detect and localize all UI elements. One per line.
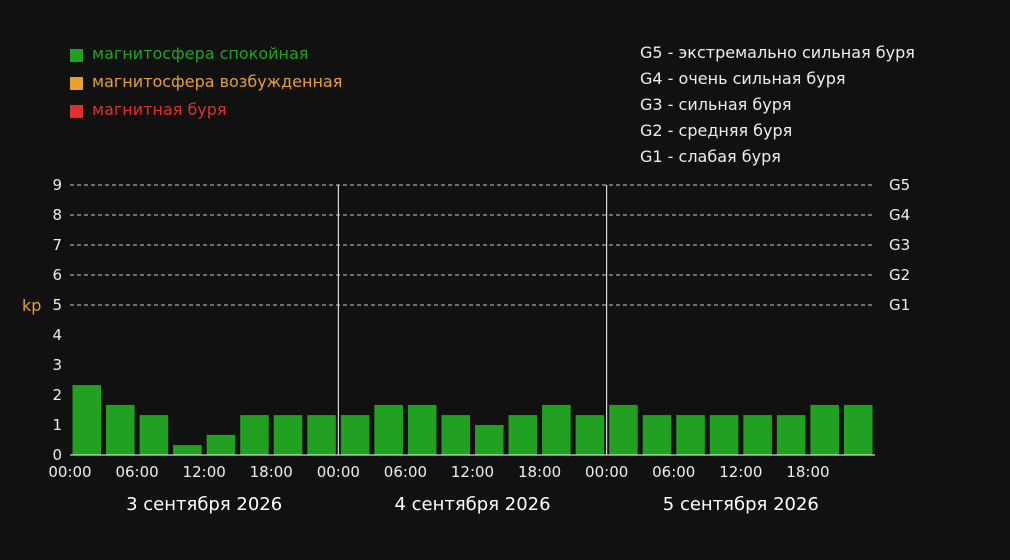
x-tick-label: 18:00 [786,463,829,481]
storm-scale-item: G3 - сильная буря [640,95,791,114]
y-tick-label: 2 [52,386,62,404]
kp-bar [139,415,169,455]
y-tick-label: 8 [52,206,62,224]
kp-bar [173,445,202,455]
kp-bar [407,404,437,455]
x-tick-label: 12:00 [451,463,494,481]
y-axis-label: kp [22,296,41,315]
kp-bar [374,404,403,455]
kp-bar [340,415,370,455]
kp-bar [743,415,772,455]
storm-scale-item: G4 - очень сильная буря [640,69,846,88]
x-tick-label: 00:00 [317,463,360,481]
g-level-label: G5 [889,176,910,194]
kp-bar [72,385,102,455]
legend-swatch [70,77,83,90]
kp-bar [240,415,269,455]
kp-bar [642,415,672,455]
y-tick-label: 6 [52,266,62,284]
y-tick-label: 3 [52,356,62,374]
kp-bar [810,404,839,455]
kp-bar [843,404,873,455]
storm-scale-item: G5 - экстремально сильная буря [640,43,915,62]
kp-bar [475,425,504,455]
legend-label: магнитосфера спокойная [92,44,308,63]
x-tick-label: 06:00 [652,463,695,481]
y-tick-label: 4 [52,326,62,344]
axes: 0 1 2 3 4 5 6 7 8 9 kp G1 G2 G3 G4 G5 00:00 06:00 12:00 18:… [22,176,910,515]
g-level-label: G3 [889,236,910,254]
grid [70,184,875,306]
kp-bar [542,404,571,455]
legend-swatch [70,49,83,62]
x-tick-label: 06:00 [384,463,427,481]
legend: магнитосфера спокойная магнитосфера возбу… [70,44,342,119]
kp-bar [307,415,336,455]
day-label: 4 сентября 2026 [394,494,550,515]
storm-scale-item: G1 - слабая буря [640,147,781,166]
x-tick-label: 18:00 [518,463,561,481]
x-tick-label: 12:00 [719,463,762,481]
y-tick-label: 0 [52,446,62,464]
y-tick-label: 9 [52,176,62,194]
kp-bar [273,415,303,455]
storm-scale-legend: G5 - экстремально сильная буря G4 - очень… [640,43,915,166]
kp-bar [441,415,470,455]
day-label: 5 сентября 2026 [663,494,819,515]
y-tick-label: 1 [52,416,62,434]
y-tick-label: 7 [52,236,62,254]
kp-bar [575,415,605,455]
legend-label: магнитная буря [92,100,227,119]
kp-bar [508,415,538,455]
legend-swatch [70,105,83,118]
x-tick-label: 12:00 [183,463,226,481]
bars [72,385,873,455]
x-tick-label: 06:00 [115,463,158,481]
storm-scale-item: G2 - средняя буря [640,121,792,140]
kp-bar [676,415,705,455]
kp-bar [609,404,638,455]
x-tick-label: 18:00 [250,463,293,481]
x-tick-label: 00:00 [48,463,91,481]
legend-label: магнитосфера возбужденная [92,72,342,91]
g-level-label: G4 [889,206,910,224]
kp-bar [206,434,236,455]
kp-bar [106,404,135,455]
y-tick-label: 5 [52,296,62,314]
day-label: 3 сентября 2026 [126,494,282,515]
g-level-label: G1 [889,296,910,314]
g-level-label: G2 [889,266,910,284]
x-tick-label: 00:00 [585,463,628,481]
kp-bar [709,415,739,455]
kp-bar [776,415,806,455]
